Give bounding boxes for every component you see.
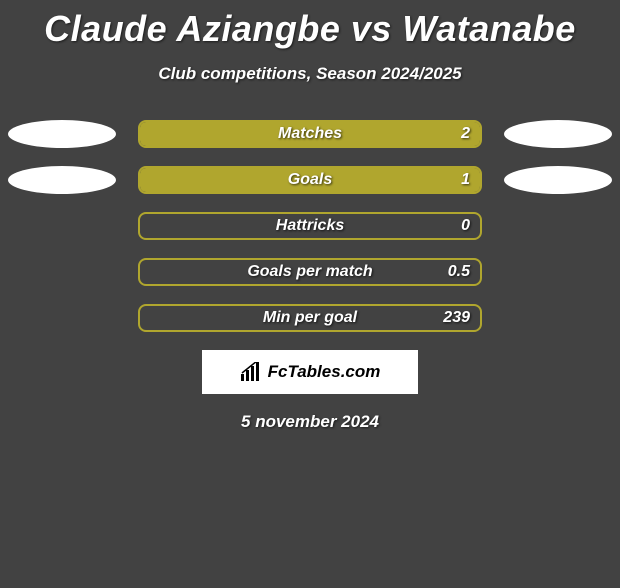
stat-value: 0.5 (448, 263, 470, 281)
stat-row: Min per goal 239 (0, 304, 620, 332)
left-blob (8, 166, 116, 194)
stat-value: 0 (461, 217, 470, 235)
right-blob (504, 166, 612, 194)
left-blob (8, 212, 116, 240)
right-blob (504, 120, 612, 148)
stat-bar: Matches 2 (138, 120, 482, 148)
logo-text: FcTables.com (268, 362, 381, 382)
stat-label: Hattricks (276, 217, 344, 235)
left-blob (8, 258, 116, 286)
stat-bar: Hattricks 0 (138, 212, 482, 240)
stat-label: Goals per match (247, 263, 372, 281)
stat-bar: Goals per match 0.5 (138, 258, 482, 286)
left-blob (8, 304, 116, 332)
stat-value: 2 (461, 125, 470, 143)
stat-label: Min per goal (263, 309, 357, 327)
stat-bar: Min per goal 239 (138, 304, 482, 332)
right-blob (504, 258, 612, 286)
stat-row: Matches 2 (0, 120, 620, 148)
stat-label: Matches (278, 125, 342, 143)
date-text: 5 november 2024 (0, 412, 620, 432)
chart-icon (240, 362, 262, 382)
stat-bar: Goals 1 (138, 166, 482, 194)
page-subtitle: Club competitions, Season 2024/2025 (0, 64, 620, 84)
source-logo: FcTables.com (202, 350, 418, 394)
stat-row: Goals 1 (0, 166, 620, 194)
stat-value: 239 (443, 309, 470, 327)
page-title: Claude Aziangbe vs Watanabe (0, 8, 620, 50)
right-blob (504, 212, 612, 240)
stat-row: Hattricks 0 (0, 212, 620, 240)
stat-value: 1 (461, 171, 470, 189)
stat-row: Goals per match 0.5 (0, 258, 620, 286)
stats-container: Matches 2 Goals 1 Hattricks 0 Goals per match 0… (0, 120, 620, 332)
left-blob (8, 120, 116, 148)
stat-label: Goals (288, 171, 332, 189)
right-blob (504, 304, 612, 332)
